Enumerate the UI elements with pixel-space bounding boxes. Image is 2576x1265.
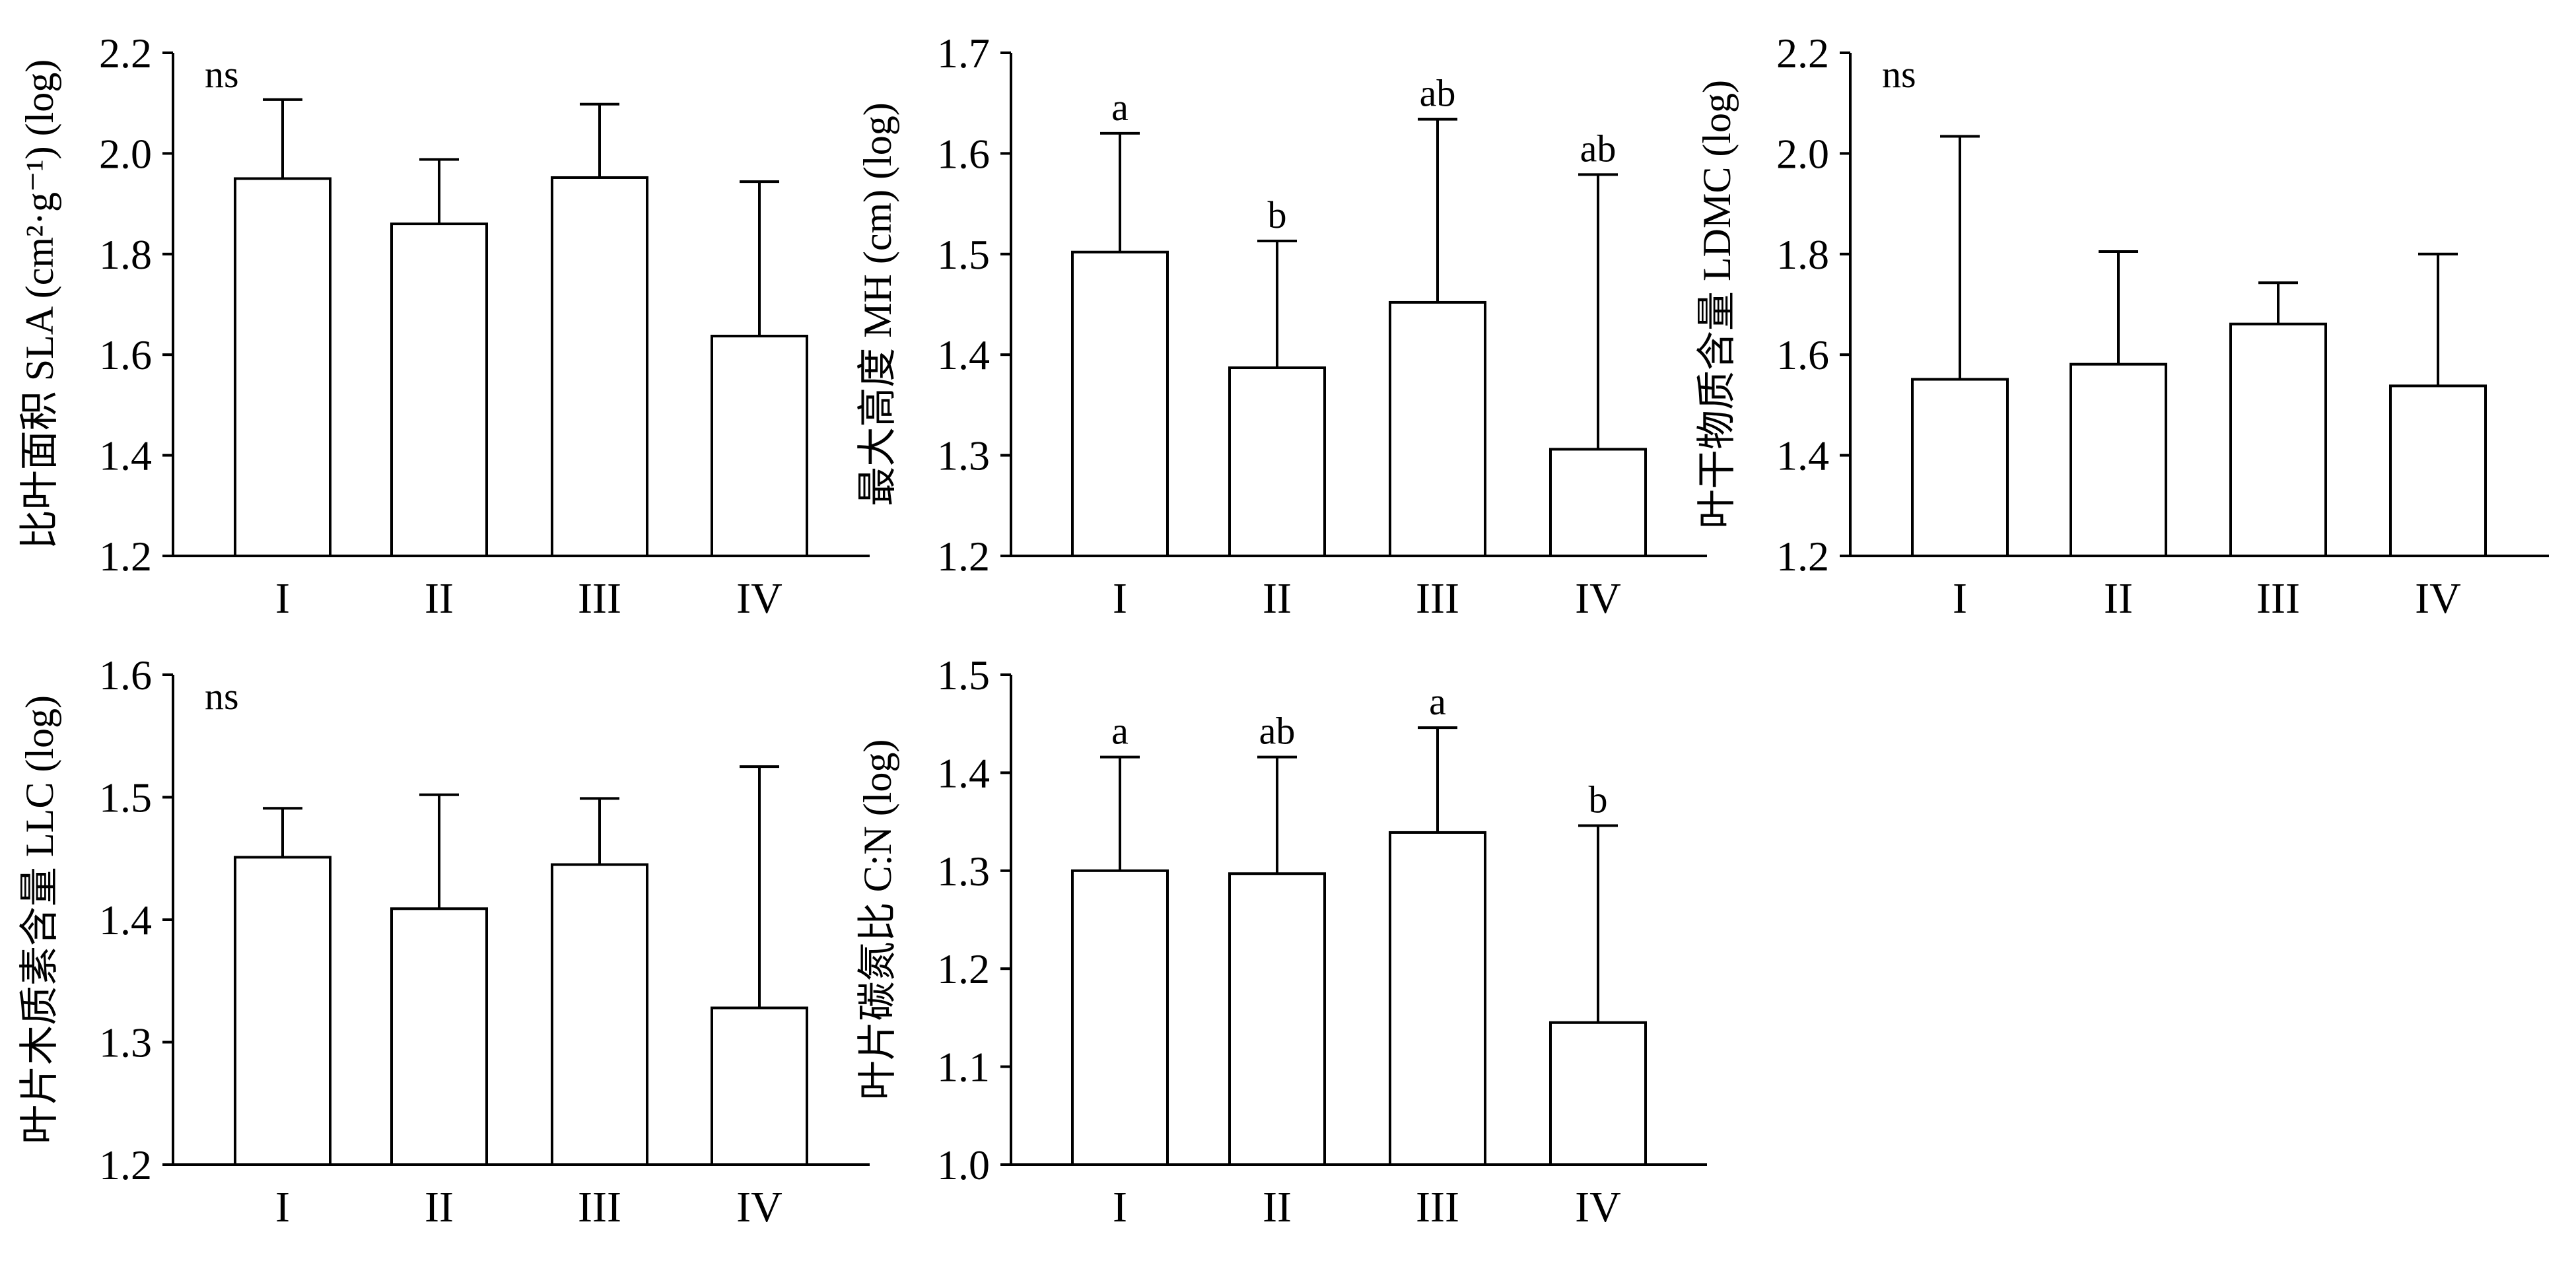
y-tick-label: 1.3 [937, 432, 990, 479]
y-tick-label: 2.0 [1776, 130, 1829, 177]
y-axis-label: 叶片碳氮比 C:N (log) [856, 739, 899, 1101]
significance-annotation: ns [205, 53, 239, 96]
significance-letter: b [1589, 778, 1608, 821]
y-tick-label: 1.2 [937, 945, 990, 992]
bar-IV [1549, 1021, 1647, 1166]
x-category-label: III [1416, 1183, 1459, 1231]
bar-I [234, 856, 331, 1167]
significance-letter: ab [1420, 72, 1456, 115]
y-tick-label: 1.6 [937, 130, 990, 177]
y-tick-label: 2.2 [1776, 30, 1829, 77]
x-category-label: I [1953, 574, 1967, 623]
bar-I [234, 177, 331, 557]
x-category-label: I [1113, 1183, 1127, 1231]
y-tick-label: 1.2 [937, 533, 990, 580]
x-category-label: IV [1575, 574, 1621, 623]
significance-annotation: ns [1882, 53, 1916, 96]
x-category-label: III [1416, 574, 1459, 623]
y-tick-label: 1.6 [1776, 331, 1829, 378]
y-tick-label: 1.0 [937, 1142, 990, 1188]
y-axis-label: 叶干物质含量 LDMC (log) [1695, 80, 1739, 529]
x-category-label: II [1263, 1183, 1292, 1231]
y-tick-label: 2.2 [99, 30, 152, 77]
x-category-label: IV [1575, 1183, 1621, 1231]
y-tick-label: 1.4 [1776, 432, 1829, 479]
y-tick-label: 1.4 [99, 432, 152, 479]
y-tick-label: 1.5 [937, 231, 990, 278]
y-tick-label: 1.6 [99, 652, 152, 699]
bar-I [1071, 250, 1169, 557]
y-tick-label: 1.3 [937, 848, 990, 895]
significance-letter: a [1111, 710, 1129, 753]
significance-letter: a [1429, 680, 1446, 723]
significance-annotation: ns [205, 675, 239, 718]
bar-II [390, 907, 488, 1167]
chart-panel-5: 1.0 1.1 1.2 1.3 1.4 1.5 Ia II ab III a IV b 叶片碳氮比 C:N… [856, 652, 1707, 1231]
y-tick-label: 1.8 [99, 231, 152, 278]
significance-letter: b [1268, 193, 1287, 236]
bar-II [1228, 872, 1326, 1166]
y-tick-label: 1.2 [1776, 533, 1829, 580]
x-category-label: I [275, 1183, 290, 1231]
y-axis-label: 最大高度 MH (cm) (log) [856, 102, 899, 506]
x-category-label: III [578, 574, 621, 623]
x-category-label: II [425, 1183, 454, 1231]
y-tick-label: 1.1 [937, 1044, 990, 1091]
y-tick-label: 1.5 [937, 652, 990, 699]
y-tick-label: 1.7 [937, 30, 990, 77]
bar-IV [711, 335, 808, 557]
x-category-label: III [2256, 574, 2300, 623]
bar-II [390, 222, 488, 557]
bar-III [2229, 322, 2327, 557]
bar-II [2070, 362, 2167, 557]
y-tick-label: 1.5 [99, 774, 152, 821]
significance-letter: ab [1580, 127, 1617, 170]
y-tick-label: 1.4 [937, 331, 990, 378]
x-category-label: II [1263, 574, 1292, 623]
significance-letter: a [1111, 86, 1129, 129]
chart-panel-2: 1.2 1.3 1.4 1.5 1.6 1.7 Ia II b III ab IV ab 最大高度 MH … [856, 30, 1707, 623]
y-tick-label: 2.0 [99, 130, 152, 177]
bar-III [551, 863, 648, 1167]
y-tick-label: 1.8 [1776, 231, 1829, 278]
bar-IV [1549, 448, 1647, 557]
y-axis-label: 叶片木质素含量 LLC (log) [18, 695, 61, 1144]
bar-III [1389, 300, 1486, 557]
y-tick-label: 1.4 [99, 897, 152, 943]
x-category-label: IV [736, 1183, 783, 1231]
x-category-label: II [425, 574, 454, 623]
x-category-label: IV [2415, 574, 2461, 623]
y-tick-label: 1.3 [99, 1019, 152, 1066]
x-category-label: II [2104, 574, 2133, 623]
y-tick-label: 1.6 [99, 331, 152, 378]
bar-IV [2389, 384, 2487, 557]
y-axis-label: 比叶面积 SLA (cm²·g⁻¹) (log) [18, 59, 61, 550]
significance-letter: ab [1259, 710, 1296, 753]
bar-IV [711, 1006, 808, 1167]
bar-II [1228, 366, 1326, 558]
y-tick-label: 1.2 [99, 1142, 152, 1188]
bar-III [1389, 831, 1486, 1166]
bar-I [1911, 378, 2009, 558]
x-category-label: III [578, 1183, 621, 1231]
bar-III [551, 176, 648, 557]
x-category-label: IV [736, 574, 783, 623]
x-category-label: I [275, 574, 290, 623]
bar-I [1071, 869, 1169, 1167]
x-category-label: I [1113, 574, 1127, 623]
y-tick-label: 1.4 [937, 749, 990, 796]
y-tick-label: 1.2 [99, 533, 152, 580]
